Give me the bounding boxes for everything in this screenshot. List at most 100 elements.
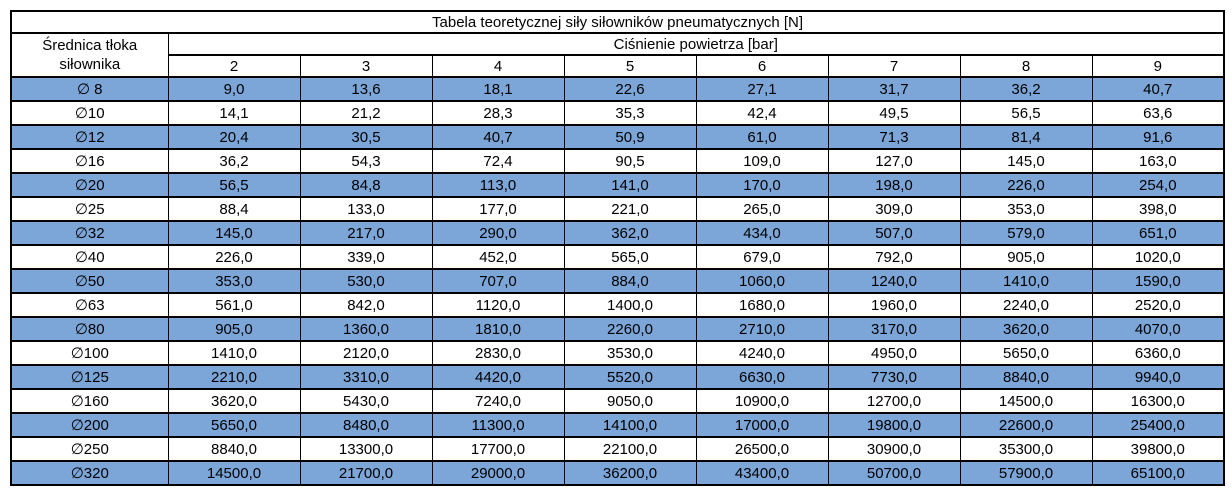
diameter-cell: ∅250 [10,436,169,462]
title-row: Tabela teoretycznej siły siłowników pneu… [10,10,1225,34]
pressure-header-cell: 8 [959,54,1093,78]
force-cell: 2710,0 [695,316,829,342]
force-cell: 18,1 [431,76,565,102]
force-cell: 19800,0 [827,412,961,438]
force-cell: 1020,0 [1091,244,1225,270]
force-cell: 10900,0 [695,388,829,414]
force-cell: 14,1 [167,100,301,126]
force-cell: 35,3 [563,100,697,126]
force-cell: 91,6 [1091,124,1225,150]
table-row: ∅200 5650,0 8480,0 11300,0 14100,0 17000,0 198… [10,412,1225,438]
force-cell: 25400,0 [1091,412,1225,438]
force-cell: 40,7 [431,124,565,150]
table-row: ∅16 36,2 54,3 72,4 90,5 109,0 127,0 145,0 163,0 [10,148,1225,174]
force-cell: 290,0 [431,220,565,246]
force-cell: 1060,0 [695,268,829,294]
diameter-cell: ∅80 [10,316,169,342]
table-row: ∅320 14500,0 21700,0 29000,0 36200,0 43400,0 5… [10,460,1225,486]
force-cell: 4240,0 [695,340,829,366]
force-cell: 265,0 [695,196,829,222]
force-cell: 13300,0 [299,436,433,462]
force-cell: 17700,0 [431,436,565,462]
table-row: ∅40 226,0 339,0 452,0 565,0 679,0 792,0 905,0 10… [10,244,1225,270]
force-cell: 565,0 [563,244,697,270]
force-cell: 42,4 [695,100,829,126]
force-cell: 579,0 [959,220,1093,246]
force-cell: 3620,0 [167,388,301,414]
force-cell: 56,5 [959,100,1093,126]
force-cell: 30,5 [299,124,433,150]
force-cell: 14100,0 [563,412,697,438]
diameter-cell: ∅50 [10,268,169,294]
diameter-cell: ∅320 [10,460,169,486]
force-cell: 353,0 [167,268,301,294]
diameter-cell: ∅12 [10,124,169,150]
diameter-cell: ∅16 [10,148,169,174]
force-cell: 6630,0 [695,364,829,390]
force-cell: 57900,0 [959,460,1093,486]
pressure-header-cell: 3 [299,54,433,78]
force-cell: 651,0 [1091,220,1225,246]
diameter-cell: ∅10 [10,100,169,126]
force-cell: 50,9 [563,124,697,150]
force-cell: 9,0 [167,76,301,102]
force-cell: 434,0 [695,220,829,246]
force-cell: 3530,0 [563,340,697,366]
force-cell: 1960,0 [827,292,961,318]
table-row: ∅125 2210,0 3310,0 4420,0 5520,0 6630,0 7730,0… [10,364,1225,390]
force-cell: 5430,0 [299,388,433,414]
table-row: ∅80 905,0 1360,0 1810,0 2260,0 2710,0 3170,0 36… [10,316,1225,342]
force-cell: 21,2 [299,100,433,126]
force-cell: 14500,0 [959,388,1093,414]
force-cell: 1410,0 [167,340,301,366]
force-cell: 7730,0 [827,364,961,390]
diameter-cell: ∅32 [10,220,169,246]
force-cell: 1590,0 [1091,268,1225,294]
diameter-cell: ∅20 [10,172,169,198]
force-cell: 39800,0 [1091,436,1225,462]
force-cell: 226,0 [959,172,1093,198]
diameter-cell: ∅63 [10,292,169,318]
force-cell: 842,0 [299,292,433,318]
pressure-header-cell: 7 [827,54,961,78]
table-row: ∅63 561,0 842,0 1120,0 1400,0 1680,0 1960,0 224… [10,292,1225,318]
force-cell: 2120,0 [299,340,433,366]
force-cell: 4070,0 [1091,316,1225,342]
force-cell: 221,0 [563,196,697,222]
table-row: ∅12 20,4 30,5 40,7 50,9 61,0 71,3 81,4 91,6 [10,124,1225,150]
force-cell: 1240,0 [827,268,961,294]
force-cell: 452,0 [431,244,565,270]
force-cell: 2240,0 [959,292,1093,318]
force-cell: 50700,0 [827,460,961,486]
force-cell: 109,0 [695,148,829,174]
force-cell: 362,0 [563,220,697,246]
force-cell: 9940,0 [1091,364,1225,390]
force-cell: 1680,0 [695,292,829,318]
force-cell: 29000,0 [431,460,565,486]
force-cell: 3170,0 [827,316,961,342]
force-cell: 1410,0 [959,268,1093,294]
force-cell: 1360,0 [299,316,433,342]
force-cell: 40,7 [1091,76,1225,102]
table-row: ∅100 1410,0 2120,0 2830,0 3530,0 4240,0 4950,0… [10,340,1225,366]
force-cell: 8840,0 [959,364,1093,390]
force-cell: 905,0 [959,244,1093,270]
force-cell: 5650,0 [959,340,1093,366]
row-group-header-line2: siłownika [59,56,121,73]
force-cell: 2210,0 [167,364,301,390]
diameter-cell: ∅100 [10,340,169,366]
force-cell: 145,0 [167,220,301,246]
pressure-header-cell: 9 [1091,54,1225,78]
force-cell: 54,3 [299,148,433,174]
table-row: ∅10 14,1 21,2 28,3 35,3 42,4 49,5 56,5 63,6 [10,100,1225,126]
force-cell: 792,0 [827,244,961,270]
force-cell: 1810,0 [431,316,565,342]
force-cell: 2520,0 [1091,292,1225,318]
force-cell: 4950,0 [827,340,961,366]
force-cell: 61,0 [695,124,829,150]
row-group-header: Średnica tłoka siłownika [10,32,169,78]
force-cell: 707,0 [431,268,565,294]
force-cell: 36200,0 [563,460,697,486]
force-cell: 22600,0 [959,412,1093,438]
